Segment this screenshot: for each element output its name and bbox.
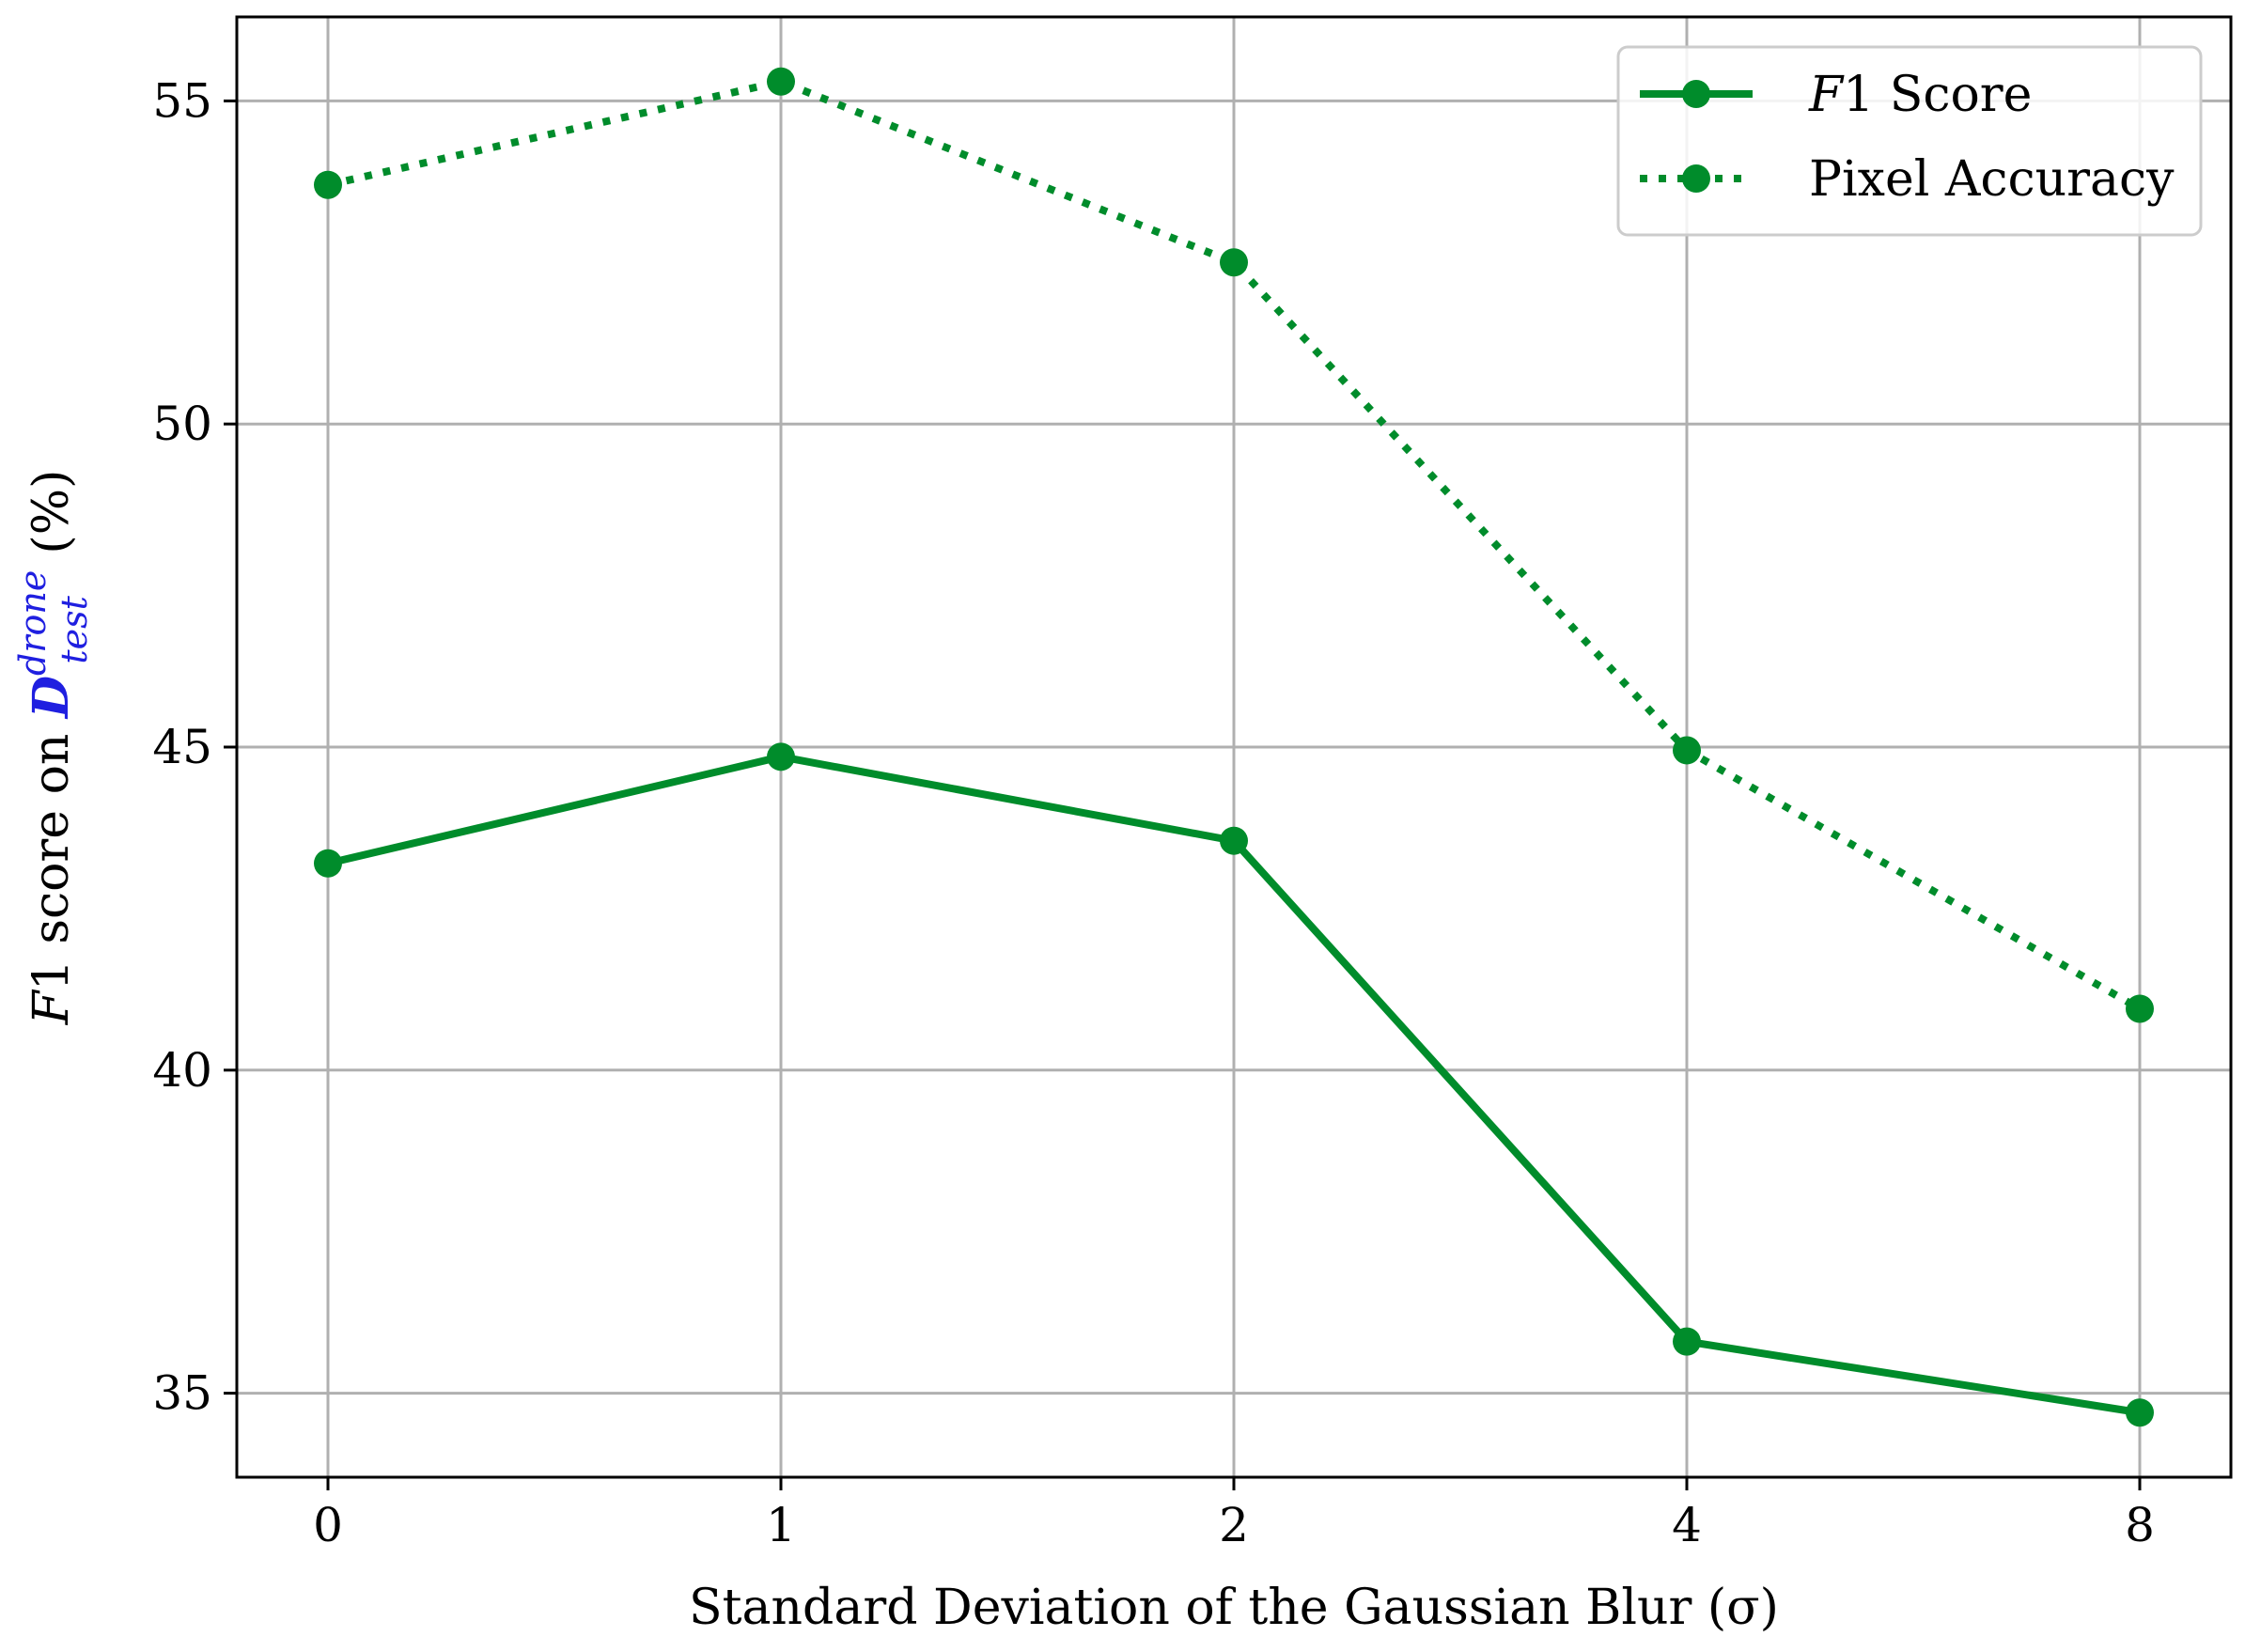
x-tick-label: 4 [1672, 1498, 1702, 1552]
y-label-unit: (%) [23, 470, 80, 570]
axis-ticks: 0 1 2 4 8 35 40 45 50 55 [152, 73, 2155, 1552]
pixel-accuracy-point [1673, 736, 1701, 765]
f1-score-point [767, 742, 795, 771]
pixel-accuracy-point [1220, 248, 1248, 277]
series-layer [314, 67, 2154, 1427]
f1-score-point [1673, 1327, 1701, 1356]
f1-score-point [1220, 826, 1248, 855]
y-tick-label: 40 [152, 1043, 212, 1098]
legend-box [1616, 45, 2203, 237]
y-tick-label: 35 [152, 1366, 212, 1421]
x-tick-label: 0 [313, 1498, 343, 1552]
y-tick-label: 50 [152, 397, 212, 451]
y-tick-label: 55 [152, 73, 212, 128]
x-tick-label: 2 [1219, 1498, 1249, 1552]
pixel-accuracy-point [314, 170, 342, 199]
legend-label-f1: F1 Score [1808, 67, 2032, 123]
legend-marker-pixel-accuracy [1682, 164, 1710, 193]
y-label-subscript: test [54, 595, 95, 663]
y-tick-label: 45 [152, 720, 212, 774]
pixel-accuracy-line [327, 77, 2142, 1012]
f1-score-point [314, 849, 342, 878]
x-axis-label: Standard Deviation of the Gaussian Blur … [689, 1580, 1779, 1636]
y-label-text: 1 score on [23, 718, 80, 990]
x-tick-label: 8 [2125, 1498, 2155, 1552]
pixel-accuracy-point [2126, 994, 2154, 1023]
y-label-superscript: drone [12, 570, 54, 676]
legend-label-pixel-accuracy: Pixel Accuracy [1809, 151, 2175, 208]
pixel-accuracy-point [767, 67, 795, 96]
f1-score-point [2126, 1398, 2154, 1427]
y-label-f: F [23, 989, 80, 1025]
y-label-d-symbol: D [23, 676, 80, 720]
legend: F1 Score Pixel Accuracy [1616, 45, 2203, 237]
x-tick-label: 1 [766, 1498, 796, 1552]
legend-marker-f1 [1682, 80, 1710, 108]
y-axis-label: F1 score on Ddronetest (%) [12, 470, 95, 1026]
